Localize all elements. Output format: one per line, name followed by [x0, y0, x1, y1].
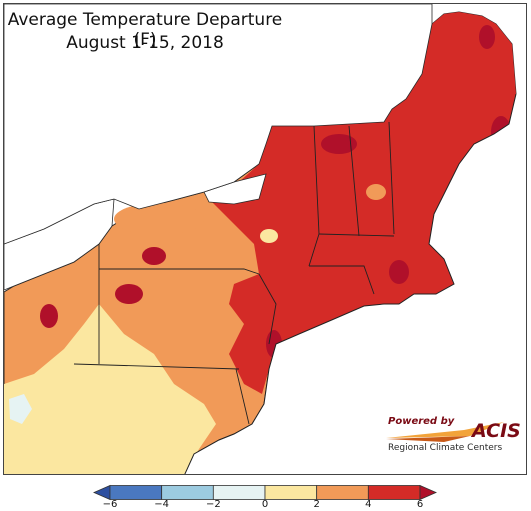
logo-subtitle: Regional Climate Centers — [388, 443, 503, 453]
legend-bin — [367, 485, 421, 500]
legend-bin — [212, 485, 266, 500]
legend-tick-label: −6 — [102, 499, 118, 510]
coastline — [184, 93, 517, 474]
hot-patch-maine-north — [479, 25, 495, 49]
state-borders — [73, 121, 395, 425]
map-subtitle: August 1-15, 2018 — [66, 33, 224, 53]
legend-tick-label: −4 — [154, 499, 170, 510]
logo-name: ACIS — [472, 420, 521, 442]
legend-tick-label: −2 — [205, 499, 221, 510]
mild-region-southwest — [4, 304, 216, 474]
mild-patch-ny — [260, 229, 278, 243]
map-title: Average Temperature Departure (F) — [7, 10, 283, 50]
hot-patch-massachusetts — [389, 260, 409, 284]
hot-patch-pennsylvania — [115, 284, 143, 304]
legend-arrow-high — [419, 484, 437, 501]
warm-patch-nh — [366, 184, 386, 200]
logo-powered-by: Powered by — [388, 416, 455, 427]
legend-tick-label: 0 — [261, 499, 269, 510]
cool-patch — [9, 394, 32, 424]
legend-bin — [316, 485, 369, 500]
acis-logo: Powered by ACIS Regional Climate Centers — [384, 414, 521, 458]
warm-region-northeast — [209, 12, 516, 394]
hot-patch-western-pa — [40, 304, 58, 328]
legend-bin — [109, 485, 163, 500]
map-frame — [3, 3, 527, 475]
legend-tick-label: 2 — [313, 499, 320, 510]
legend-bin — [161, 485, 214, 500]
legend-tick-label: 4 — [365, 499, 372, 510]
temperature-departure-map — [4, 4, 526, 474]
hot-patch-vermont — [321, 134, 357, 154]
warm-patch-ny-west — [114, 203, 204, 235]
hot-patch-ny — [142, 247, 166, 265]
legend-arrow-low — [93, 484, 111, 501]
canada — [4, 4, 433, 245]
legend-tick-label: 6 — [416, 499, 424, 510]
atlantic-ocean — [184, 94, 526, 474]
legend-bin — [264, 485, 318, 500]
logo-swoosh — [386, 422, 504, 442]
color-legend — [93, 484, 437, 501]
